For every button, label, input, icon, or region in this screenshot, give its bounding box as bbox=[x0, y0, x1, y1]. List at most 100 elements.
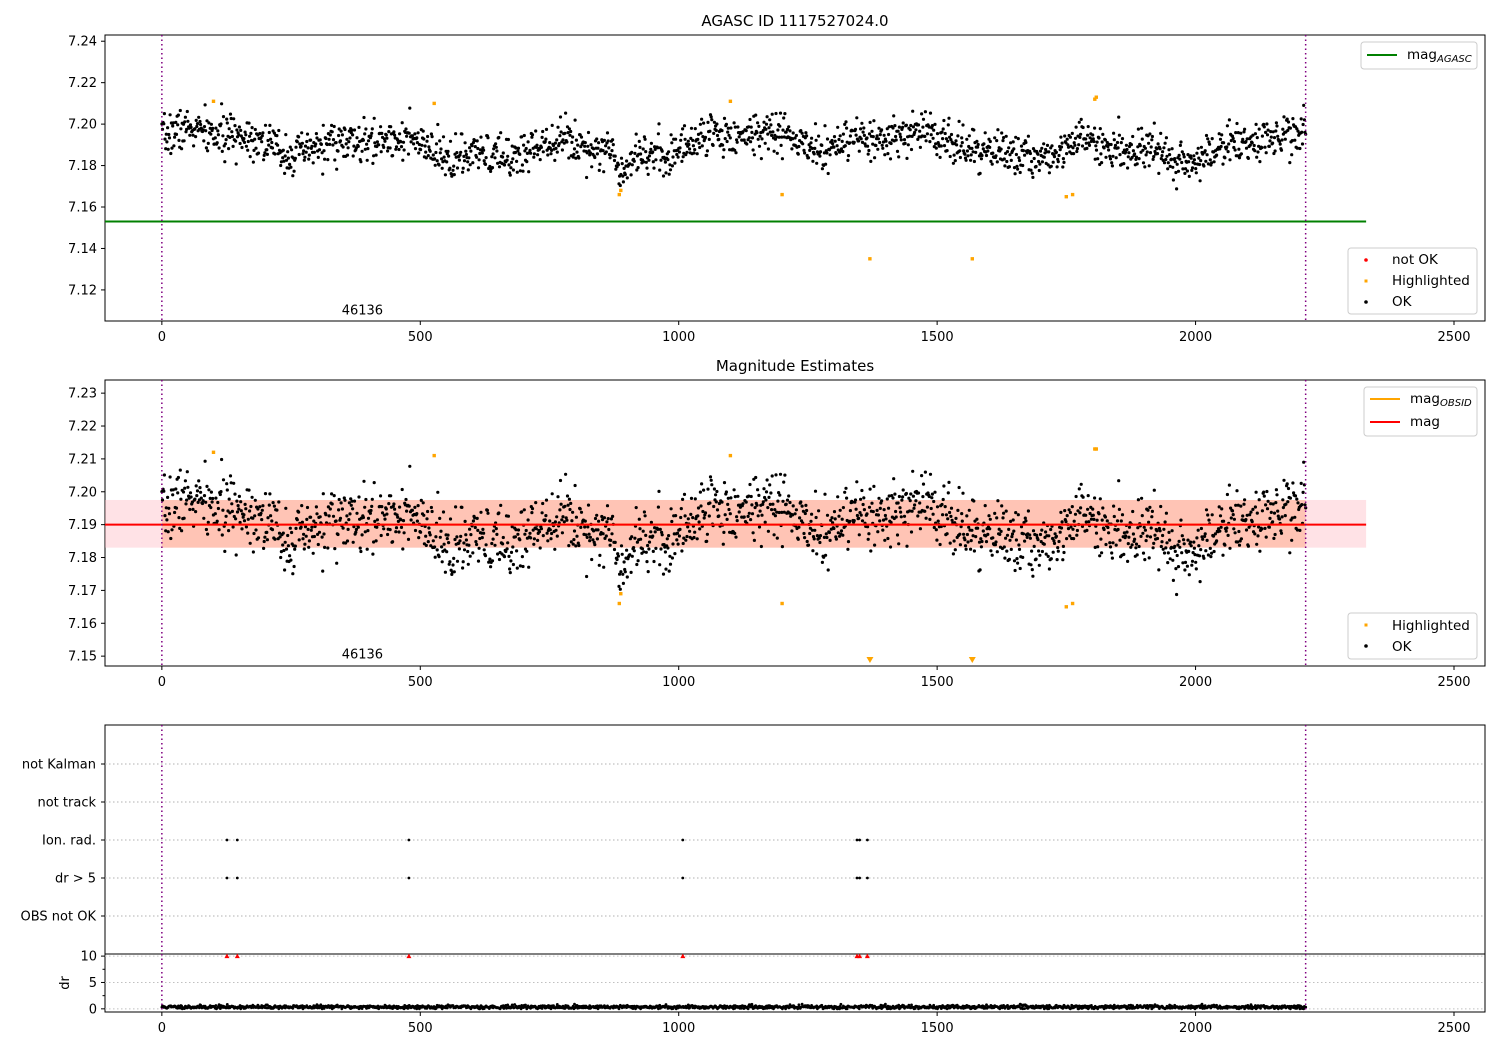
agasc-ok-point-299 bbox=[350, 128, 354, 132]
estimates-ok-point-165 bbox=[265, 530, 269, 535]
agasc-ok-point-224 bbox=[302, 158, 306, 162]
estimates-ok-point-1029 bbox=[814, 515, 818, 520]
agasc-highlighted-point-1 bbox=[432, 101, 436, 106]
estimates-ok-point-451 bbox=[447, 541, 451, 545]
agasc-ok-point-29 bbox=[178, 108, 182, 113]
estimates-ok-point-594 bbox=[537, 530, 542, 534]
agasc-ok-point-798 bbox=[667, 172, 671, 176]
estimates-ok-point-1616 bbox=[1187, 573, 1191, 577]
estimates-ok-point-377 bbox=[399, 525, 404, 530]
agasc-ok-point-1669 bbox=[1221, 162, 1225, 166]
estimates-ok-point-1179 bbox=[909, 530, 914, 534]
agasc-ok-point-1767 bbox=[1283, 137, 1287, 141]
agasc-ok-point-1558 bbox=[1150, 134, 1154, 139]
agasc-ok-point-521 bbox=[491, 152, 495, 156]
estimates-ok-point-199 bbox=[286, 544, 290, 548]
agasc-ok-point-1340 bbox=[1012, 147, 1016, 151]
estimates-ok-point-623 bbox=[556, 495, 560, 499]
estimates-ok-point-553 bbox=[511, 562, 515, 567]
dr-point-1097 bbox=[857, 1007, 861, 1011]
agasc-ok-point-321 bbox=[364, 127, 368, 131]
estimates-ok-point-1755 bbox=[1276, 509, 1280, 513]
agasc-ok-point-1238 bbox=[947, 116, 951, 120]
estimates-ok-point-626 bbox=[558, 508, 562, 512]
estimates-ok-point-261 bbox=[326, 546, 330, 550]
estimates-ok-point-965 bbox=[773, 514, 778, 518]
estimates-ok-point-77 bbox=[209, 506, 213, 510]
agasc-ok-point-546 bbox=[507, 163, 511, 167]
estimates-ok-point-1763 bbox=[1281, 498, 1285, 502]
estimates-ok-point-1445 bbox=[1079, 506, 1083, 510]
estimates-ok-point-1669 bbox=[1221, 553, 1225, 557]
agasc-ok-point-1350 bbox=[1018, 170, 1022, 175]
agasc-ok-point-623 bbox=[556, 125, 560, 129]
estimates-ok-point-243 bbox=[314, 505, 318, 509]
estimates-ok-point-1737 bbox=[1264, 535, 1268, 539]
agasc-ok-point-194 bbox=[283, 154, 287, 158]
agasc-ok-point-956 bbox=[768, 118, 772, 122]
agasc-ok-point-850 bbox=[700, 144, 704, 148]
estimates-ok-point-1092 bbox=[854, 507, 858, 511]
estimates-ok-point-135 bbox=[246, 531, 250, 535]
estimates-ok-point-559 bbox=[515, 566, 519, 570]
estimates-ok-point-950 bbox=[764, 498, 768, 502]
estimates-ok-point-561 bbox=[516, 528, 521, 532]
agasc-ok-point-196 bbox=[284, 158, 289, 162]
agasc-ok-point-686 bbox=[596, 146, 600, 150]
estimates-ok-point-526 bbox=[494, 527, 498, 531]
estimates-ok-point-369 bbox=[394, 526, 399, 530]
agasc-ok-point-1722 bbox=[1255, 155, 1259, 159]
agasc-ok-point-1254 bbox=[957, 119, 961, 123]
estimates-y-tick-label-7.18: 7.18 bbox=[68, 551, 97, 566]
estimates-ok-point-1650 bbox=[1209, 555, 1213, 559]
estimates-ok-point-1588 bbox=[1169, 545, 1174, 549]
agasc-ok-point-520 bbox=[490, 166, 495, 170]
agasc-ok-point-322 bbox=[365, 142, 369, 146]
estimates-ok-point-190 bbox=[281, 543, 285, 547]
agasc-ok-point-403 bbox=[416, 131, 420, 135]
estimates-ok-point-1026 bbox=[812, 537, 816, 541]
estimates-ok-point-4 bbox=[162, 473, 166, 477]
agasc-ok-point-459 bbox=[452, 164, 456, 168]
agasc-ok-point-656 bbox=[577, 156, 581, 160]
estimates-ok-point-1398 bbox=[1049, 527, 1053, 532]
estimates-ok-point-1355 bbox=[1021, 532, 1025, 536]
agasc-ok-point-731 bbox=[625, 159, 629, 163]
agasc-ok-point-181 bbox=[275, 134, 279, 138]
estimates-ok-point-16 bbox=[170, 528, 174, 532]
agasc-ok-point-1245 bbox=[951, 161, 956, 165]
estimates-ok-point-1654 bbox=[1211, 534, 1216, 538]
agasc-ok-point-1220 bbox=[935, 132, 940, 136]
agasc-ok-point-1255 bbox=[958, 149, 962, 153]
estimates-ok-point-1276 bbox=[971, 534, 975, 538]
agasc-ok-point-1137 bbox=[883, 153, 887, 157]
estimates-ok-point-388 bbox=[406, 537, 411, 542]
estimates-ok-point-928 bbox=[750, 503, 754, 507]
estimates-ok-point-790 bbox=[662, 543, 666, 547]
flag-point-2-6 bbox=[866, 838, 869, 842]
estimates-ok-point-294 bbox=[347, 518, 351, 522]
estimates-ok-point-1237 bbox=[946, 491, 950, 495]
agasc-ok-point-1272 bbox=[969, 158, 973, 162]
agasc-ok-point-802 bbox=[670, 141, 674, 145]
estimates-ok-point-1013 bbox=[804, 503, 808, 507]
agasc-ok-point-145 bbox=[252, 148, 256, 152]
agasc-ok-point-892 bbox=[727, 133, 731, 137]
estimates-ok-point-279 bbox=[337, 497, 341, 502]
agasc-ok-point-1429 bbox=[1068, 135, 1072, 139]
agasc-ok-point-130 bbox=[242, 140, 247, 144]
agasc-ok-point-949 bbox=[763, 141, 767, 145]
agasc-ok-point-1407 bbox=[1054, 150, 1058, 154]
agasc-ok-point-1468 bbox=[1093, 157, 1097, 161]
agasc-ok-point-1346 bbox=[1016, 167, 1020, 171]
agasc-ok-point-332 bbox=[371, 161, 375, 165]
agasc-ok-point-1472 bbox=[1096, 157, 1100, 161]
agasc-ok-point-1047 bbox=[825, 137, 830, 141]
estimates-ok-point-660 bbox=[579, 510, 584, 514]
agasc-ok-point-820 bbox=[681, 155, 685, 159]
agasc-ok-point-648 bbox=[572, 152, 576, 156]
estimates-ok-point-960 bbox=[770, 474, 774, 478]
agasc-ok-point-169 bbox=[267, 130, 271, 135]
estimates-ok-point-1427 bbox=[1067, 508, 1071, 512]
estimates-ok-point-726 bbox=[621, 581, 626, 586]
